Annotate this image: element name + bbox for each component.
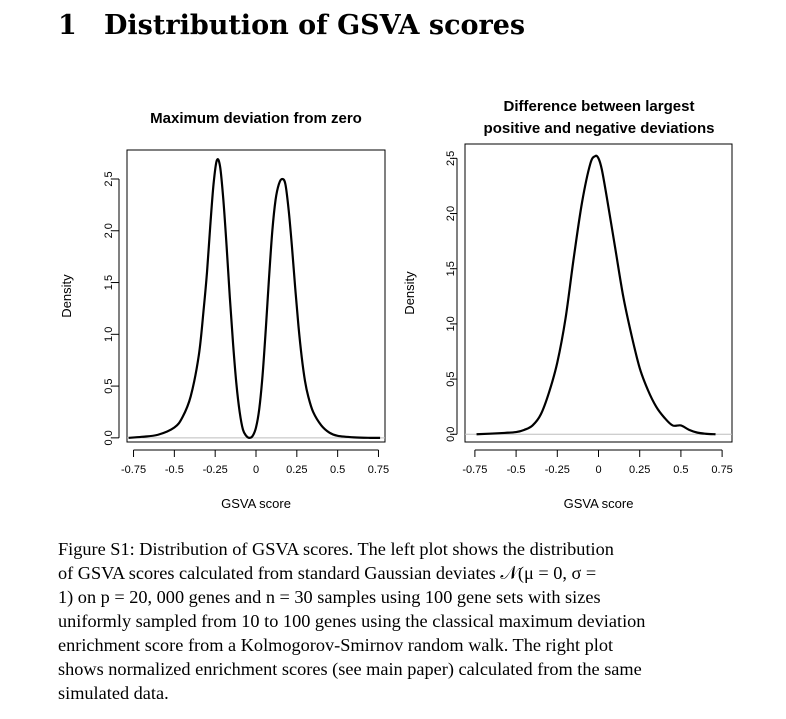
section-number: 1 (58, 10, 77, 41)
x-axis-label: GSVA score (564, 496, 634, 511)
caption-line: of GSVA scores calculated from standard … (58, 563, 597, 583)
y-tick-label: 1.0 (445, 316, 457, 331)
x-tick-label: -0.5 (165, 464, 184, 476)
x-axis-label: GSVA score (221, 496, 291, 511)
y-axis-label: Density (59, 274, 74, 318)
y-axis-label: Density (402, 271, 417, 315)
y-tick-label: 1.5 (103, 275, 115, 290)
y-tick-label: 1.5 (445, 261, 457, 276)
caption-line: shows normalized enrichment scores (see … (58, 659, 642, 679)
section-title: Distribution of GSVA scores (104, 10, 526, 41)
density-curve (476, 154, 716, 436)
caption-line: simulated data. (58, 683, 169, 703)
y-tick-label: 0.5 (445, 371, 457, 386)
y-tick-label: 2.0 (445, 206, 457, 221)
y-tick-label: 1.0 (103, 327, 115, 342)
y-tick-label: 0.0 (445, 427, 457, 442)
x-tick-label: -0.5 (507, 464, 526, 476)
y-tick-label: 2.5 (103, 171, 115, 186)
caption-line: uniformly sampled from 10 to 100 genes u… (58, 611, 646, 631)
plot-frame (464, 143, 733, 443)
x-tick-label: 0.5 (673, 464, 688, 476)
plot-frame (126, 149, 386, 443)
density-curve (128, 158, 381, 439)
x-tick-label: 0.75 (368, 464, 389, 476)
gsva-density-plots: Maximum deviation from zero -0.75 -0.5 -0.2… (59, 98, 733, 511)
y-tick-label: 2.5 (445, 151, 457, 166)
x-tick-label: 0.25 (629, 464, 650, 476)
x-tick-label: 0.25 (286, 464, 307, 476)
section-heading: 1 Distribution of GSVA scores (58, 10, 525, 41)
caption-line: 1) on p = 20, 000 genes and n = 30 sampl… (58, 587, 601, 607)
figure-caption: Figure S1: Distribution of GSVA scores. … (58, 537, 748, 705)
y-tick-label: 2.0 (103, 223, 115, 238)
x-tick-label: -0.75 (121, 464, 146, 476)
y-tick-label: 0.5 (103, 378, 115, 393)
x-tick-label: 0 (253, 464, 259, 476)
x-tick-label: -0.75 (462, 464, 487, 476)
chart-title: positive and negative deviations (484, 120, 715, 137)
caption-line: enrichment score from a Kolmogorov-Smirn… (58, 635, 614, 655)
right-density-panel: Difference between largest positive and n… (402, 98, 733, 511)
chart-title: Difference between largest (504, 98, 695, 115)
chart-title: Maximum deviation from zero (150, 110, 362, 127)
caption-line: Figure S1: Distribution of GSVA scores. … (58, 539, 614, 559)
x-tick-label: 0.5 (330, 464, 345, 476)
x-tick-label: -0.25 (203, 464, 228, 476)
left-density-panel: Maximum deviation from zero -0.75 -0.5 -0.2… (59, 110, 389, 511)
y-tick-label: 0.0 (103, 430, 115, 445)
x-tick-label: -0.25 (545, 464, 570, 476)
x-tick-label: 0.75 (711, 464, 732, 476)
x-tick-label: 0 (595, 464, 601, 476)
